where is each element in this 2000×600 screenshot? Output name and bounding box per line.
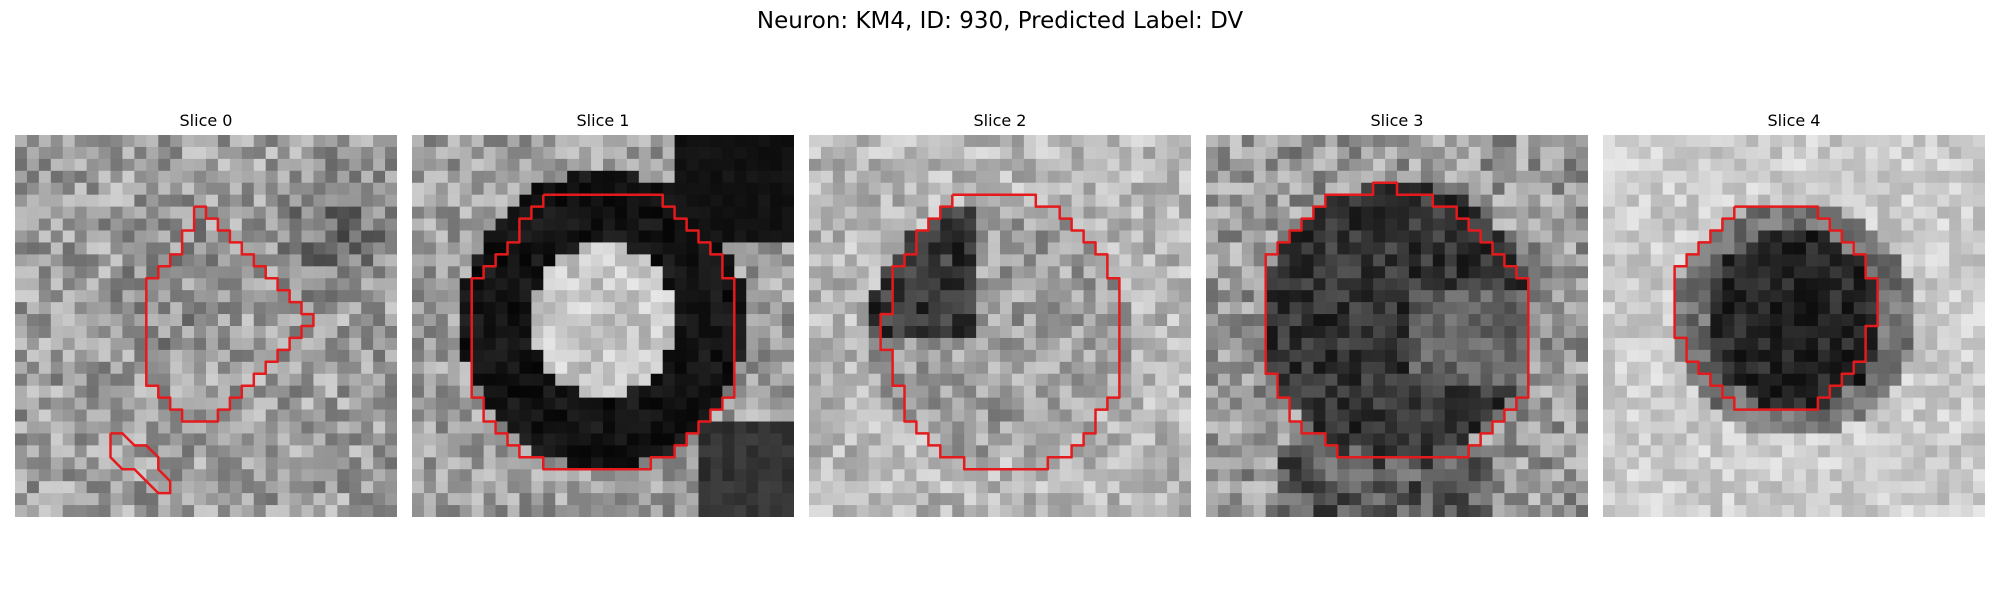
slice-panel-2: Slice 2 bbox=[809, 110, 1191, 517]
slice-image-svg-1 bbox=[412, 135, 794, 517]
contour-outline-4-0 bbox=[1673, 205, 1879, 411]
slice-image-0 bbox=[15, 135, 397, 517]
contour-outline-0-1 bbox=[109, 432, 172, 495]
slice-image-svg-0 bbox=[15, 135, 397, 517]
slice-image-svg-4 bbox=[1603, 135, 1985, 517]
slice-image-svg-3 bbox=[1206, 135, 1588, 517]
slice-title-0: Slice 0 bbox=[179, 111, 233, 130]
slice-image-3 bbox=[1206, 135, 1588, 517]
slice-panel-3: Slice 3 bbox=[1206, 110, 1588, 517]
slice-panel-1: Slice 1 bbox=[412, 110, 794, 517]
slice-panel-0: Slice 0 bbox=[15, 110, 397, 517]
slice-image-4 bbox=[1603, 135, 1985, 517]
slice-title-2: Slice 2 bbox=[973, 111, 1027, 130]
slice-panel-4: Slice 4 bbox=[1603, 110, 1985, 517]
slice-image-1 bbox=[412, 135, 794, 517]
slice-title-1: Slice 1 bbox=[576, 111, 630, 130]
slice-title-4: Slice 4 bbox=[1767, 111, 1821, 130]
slice-image-svg-2 bbox=[809, 135, 1191, 517]
slice-title-3: Slice 3 bbox=[1370, 111, 1424, 130]
contour-outline-2-0 bbox=[879, 193, 1121, 471]
contour-outline-0-0 bbox=[145, 205, 315, 423]
figure-title: Neuron: KM4, ID: 930, Predicted Label: D… bbox=[756, 8, 1244, 34]
slice-image-2 bbox=[809, 135, 1191, 517]
contour-outline-3-0 bbox=[1264, 181, 1530, 459]
contour-outline-1-0 bbox=[470, 193, 736, 471]
